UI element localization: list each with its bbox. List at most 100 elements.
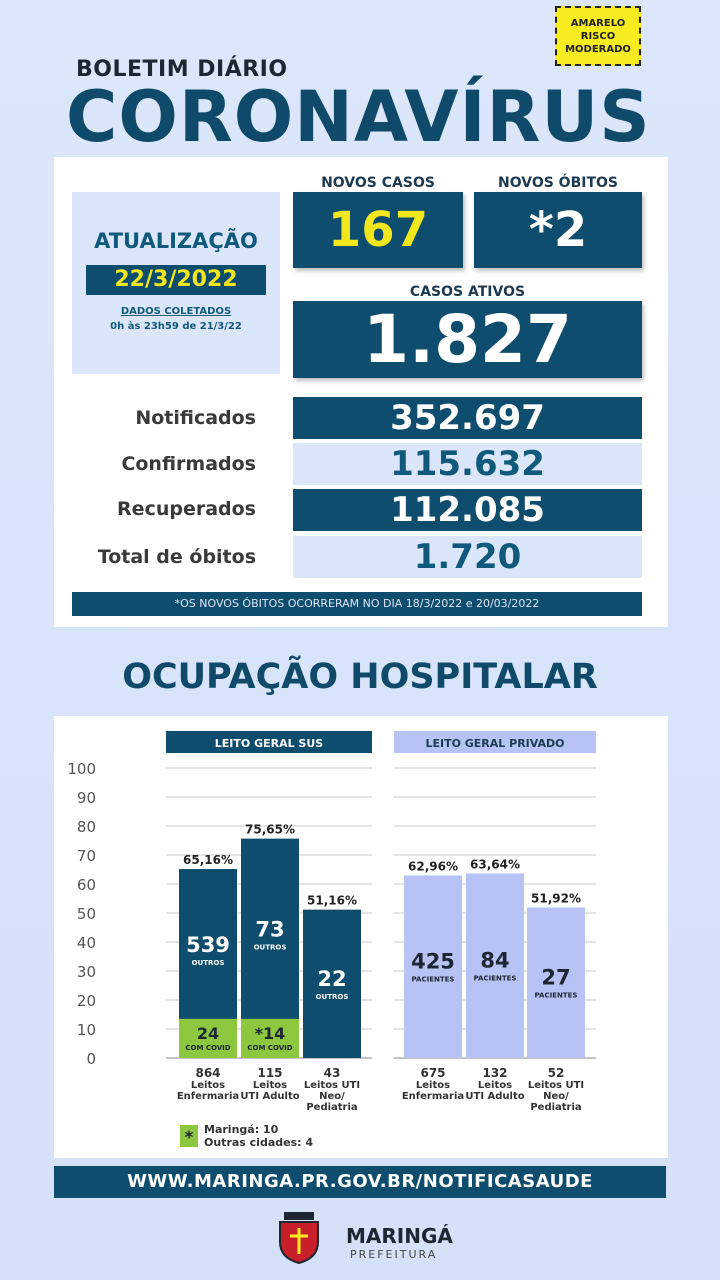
y-tick-label: 40 bbox=[77, 934, 96, 952]
category-label-line-1: Leitos bbox=[478, 1080, 512, 1091]
bar-covid-caption: COM COVID bbox=[247, 1044, 292, 1052]
category-total: 864 bbox=[195, 1066, 220, 1080]
bar-value: 73 bbox=[255, 918, 284, 942]
bar-pct-label: 65,16% bbox=[183, 853, 233, 867]
bar bbox=[303, 909, 361, 1058]
bar-value-caption: PACIENTES bbox=[474, 975, 517, 983]
y-tick-label: 30 bbox=[77, 963, 96, 981]
legend-line-2: Outras cidades: 4 bbox=[204, 1136, 313, 1149]
risk-line-3: MODERADO bbox=[565, 44, 631, 55]
logo-name: MARINGÁ bbox=[346, 1224, 453, 1248]
category-total: 115 bbox=[257, 1066, 282, 1080]
stat-value-recuperados: 112.085 bbox=[293, 489, 642, 531]
category-label-line-3: Pediatria bbox=[306, 1102, 357, 1113]
y-tick-label: 10 bbox=[77, 1021, 96, 1039]
bar bbox=[466, 873, 524, 1058]
stat-label-recuperados: Recuperados bbox=[117, 498, 256, 520]
stat-label-total-obitos: Total de óbitos bbox=[97, 546, 256, 568]
bar-pct-label: 62,96% bbox=[408, 859, 458, 873]
y-tick-label: 60 bbox=[77, 876, 96, 894]
bar-covid-value: 24 bbox=[197, 1024, 219, 1043]
bar-pct-label: 51,16% bbox=[307, 894, 357, 908]
y-tick-label: 70 bbox=[77, 847, 96, 865]
url-banner[interactable]: WWW.MARINGA.PR.GOV.BR/NOTIFICASAUDE bbox=[54, 1166, 666, 1198]
y-tick-label: 100 bbox=[67, 760, 96, 778]
city-crest-icon bbox=[279, 1212, 319, 1264]
y-tick-label: 50 bbox=[77, 905, 96, 923]
bar-value-caption: OUTROS bbox=[254, 944, 287, 952]
legend-line-1: Maringá: 10 bbox=[204, 1123, 279, 1136]
category-total: 132 bbox=[482, 1066, 507, 1080]
bar-value-caption: PACIENTES bbox=[535, 992, 578, 1000]
update-note-line-2: 0h às 23h59 de 21/3/22 bbox=[110, 321, 242, 332]
bar-pct-label: 75,65% bbox=[245, 823, 295, 837]
category-total: 52 bbox=[548, 1066, 565, 1080]
category-label-line-1: Leitos bbox=[253, 1080, 287, 1091]
category-label-line-1: Leitos bbox=[416, 1080, 450, 1091]
bar-covid-segment bbox=[241, 1018, 299, 1058]
legend-swatch bbox=[180, 1125, 198, 1147]
casos-ativos-value: 1.827 bbox=[293, 301, 642, 378]
group-header-bar bbox=[166, 731, 372, 753]
y-tick-label: 80 bbox=[77, 818, 96, 836]
bar-value: 22 bbox=[317, 967, 346, 991]
category-label-line-2: Neo/ bbox=[543, 1091, 569, 1102]
novos-obitos-label: NOVOS ÓBITOS bbox=[497, 175, 618, 191]
category-label-line-1: Leitos UTI bbox=[528, 1080, 584, 1091]
category-label-line-2: Neo/ bbox=[319, 1091, 345, 1102]
novos-obitos-value: *2 bbox=[474, 192, 642, 268]
novos-casos-label: NOVOS CASOS bbox=[321, 175, 435, 191]
bar-pct-label: 51,92% bbox=[531, 891, 581, 905]
category-label-line-2: UTI Adulto bbox=[465, 1091, 524, 1102]
bar-pct-label: 63,64% bbox=[470, 857, 520, 871]
risk-badge: AMARELO RISCO MODERADO bbox=[555, 6, 641, 66]
category-label-line-2: Enfermaria bbox=[177, 1091, 239, 1102]
category-label-line-1: Leitos UTI bbox=[304, 1080, 360, 1091]
page-title: CORONAVÍRUS bbox=[66, 76, 651, 158]
novos-casos-value: 167 bbox=[293, 192, 463, 268]
legend-symbol: * bbox=[185, 1128, 194, 1148]
risk-line-2: RISCO bbox=[580, 31, 616, 42]
bar-covid-value: *14 bbox=[255, 1024, 286, 1043]
stat-value-notificados: 352.697 bbox=[293, 397, 642, 439]
group-header-label: LEITO GERAL SUS bbox=[215, 737, 324, 750]
casos-ativos-label: CASOS ATIVOS bbox=[409, 284, 526, 300]
bar-value-caption: OUTROS bbox=[316, 993, 349, 1001]
bar-covid-caption: COM COVID bbox=[185, 1044, 230, 1052]
stat-label-confirmados: Confirmados bbox=[121, 453, 256, 475]
bar-covid-segment bbox=[179, 1018, 237, 1058]
bar bbox=[404, 875, 462, 1058]
section-title: OCUPAÇÃO HOSPITALAR bbox=[122, 657, 598, 697]
bar-value: 539 bbox=[186, 933, 230, 957]
stat-value-confirmados: 115.632 bbox=[293, 443, 642, 485]
y-tick-label: 90 bbox=[77, 789, 96, 807]
boletim-title: BOLETIM DIÁRIO bbox=[76, 57, 288, 82]
logo-sub: PREFEITURA bbox=[350, 1248, 438, 1261]
bar-value: 425 bbox=[411, 950, 455, 974]
risk-line-1: AMARELO bbox=[570, 18, 626, 29]
bar bbox=[527, 907, 585, 1058]
category-label-line-2: UTI Adulto bbox=[240, 1091, 299, 1102]
update-date: 22/3/2022 bbox=[86, 265, 266, 295]
update-box: ATUALIZAÇÃO 22/3/2022 DADOS COLETADOS 0h… bbox=[72, 192, 280, 374]
update-note-line-1: DADOS COLETADOS bbox=[120, 306, 232, 317]
category-total: 675 bbox=[420, 1066, 445, 1080]
stat-label-notificados: Notificados bbox=[135, 407, 256, 429]
bar-value-caption: PACIENTES bbox=[412, 976, 455, 984]
bar-value: 84 bbox=[480, 949, 509, 973]
group-header-bar bbox=[394, 731, 596, 753]
category-label-line-3: Pediatria bbox=[530, 1102, 581, 1113]
y-tick-label: 0 bbox=[86, 1050, 96, 1068]
bar-value-caption: OUTROS bbox=[192, 959, 225, 967]
stat-value-total-obitos: 1.720 bbox=[293, 536, 642, 578]
category-label-line-2: Enfermaria bbox=[402, 1091, 464, 1102]
category-label-line-1: Leitos bbox=[191, 1080, 225, 1091]
group-header-label: LEITO GERAL PRIVADO bbox=[425, 737, 564, 750]
footnote: *OS NOVOS ÓBITOS OCORRERAM NO DIA 18/3/2… bbox=[72, 592, 642, 616]
update-title: ATUALIZAÇÃO bbox=[94, 229, 258, 253]
update-note: DADOS COLETADOS 0h às 23h59 de 21/3/22 bbox=[72, 304, 280, 334]
category-total: 43 bbox=[324, 1066, 341, 1080]
y-tick-label: 20 bbox=[77, 992, 96, 1010]
bar-value: 27 bbox=[541, 966, 570, 990]
